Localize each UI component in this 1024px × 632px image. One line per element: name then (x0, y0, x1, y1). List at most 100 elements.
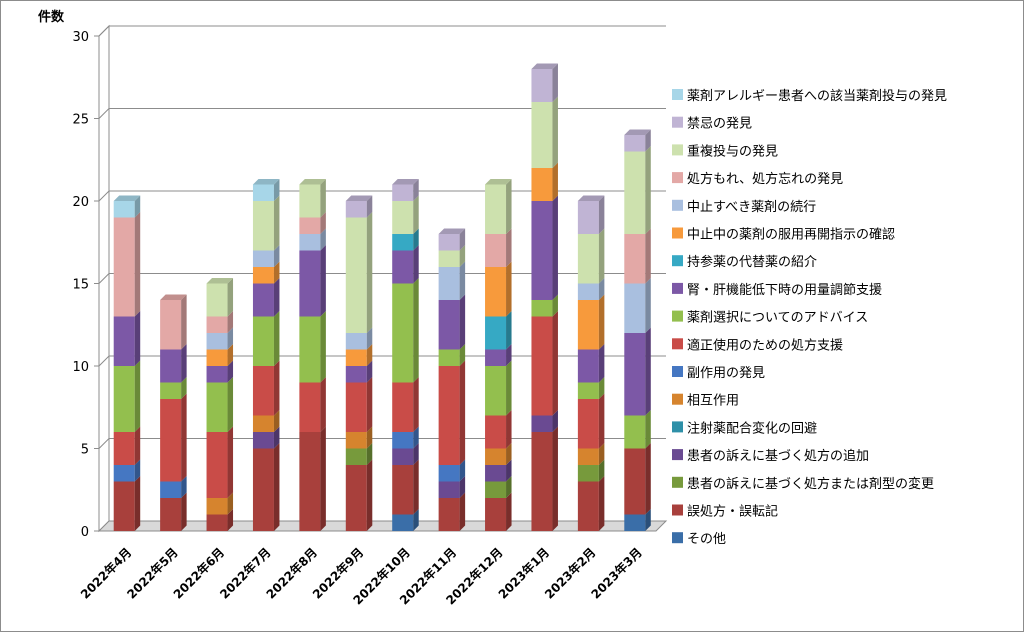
bar-front (206, 283, 228, 317)
bar-side (134, 360, 141, 432)
bar-front (113, 432, 135, 465)
bar-segment (206, 278, 234, 317)
legend-swatch (672, 255, 683, 267)
bar-side (645, 327, 651, 416)
bar-segment (392, 377, 419, 432)
legend-item: 腎・肝機能低下時の用量調節支援 (672, 282, 882, 298)
bar-side (598, 344, 605, 383)
gridline (98, 355, 666, 367)
legend-item: 注射薬配合変化の回避 (672, 420, 817, 436)
gridline (98, 438, 666, 449)
bar-side (320, 426, 326, 531)
y-tick-label: 20 (72, 195, 89, 210)
legend-label: 処方もれ、処方忘れの発見 (687, 171, 843, 187)
legend-swatch (672, 227, 683, 239)
legend-label: その他 (687, 532, 726, 547)
bar-front (438, 465, 460, 482)
bar-front (531, 300, 553, 317)
legend-swatch (672, 366, 683, 377)
legend-swatch (672, 476, 683, 488)
legend-label: 薬剤アレルギー患者への該当薬剤投与の発見 (687, 88, 947, 104)
bar-segment (113, 476, 141, 531)
bar-front (252, 283, 274, 317)
bar-front (299, 217, 321, 234)
gridlines (98, 25, 666, 449)
bar-front (438, 234, 460, 251)
bar-side (459, 360, 466, 465)
bar-side (320, 377, 326, 432)
bar-segment (345, 195, 373, 218)
bar-segment (252, 179, 280, 201)
bar-segment (577, 377, 605, 399)
bar-segment (299, 426, 326, 531)
bar-side (320, 212, 326, 234)
legend-item: 薬剤選択についてのアドバイス (672, 310, 868, 326)
bar-front (531, 316, 553, 416)
bar-front (160, 481, 182, 498)
bar-segment (577, 228, 605, 284)
bar-segment (252, 443, 280, 531)
bar-side (134, 311, 141, 366)
bar-stack (438, 228, 466, 531)
legend-item: 相互作用 (672, 393, 739, 409)
bar-segment (206, 327, 234, 350)
bar-side (366, 344, 373, 366)
bar-segment (206, 426, 234, 498)
y-tick-label: 5 (81, 443, 89, 458)
bar-front (113, 366, 135, 432)
bar-segment (624, 278, 651, 333)
bar-top (206, 278, 234, 284)
bar-front (577, 399, 599, 449)
bar-segment (252, 261, 280, 284)
bar-segment (345, 360, 373, 383)
bar-segment (113, 212, 141, 317)
bar-front (252, 432, 274, 449)
bar-side (273, 245, 280, 267)
bar-side (413, 245, 419, 284)
bar-front (577, 300, 599, 350)
bar-segment (113, 459, 141, 482)
legend-item: 禁忌の発見 (672, 116, 752, 132)
bar-front (113, 217, 135, 317)
bar-segment (624, 129, 651, 152)
bar-front (624, 415, 646, 449)
bar-segment (485, 459, 512, 482)
bar-segment (252, 410, 280, 432)
bar-side (366, 426, 373, 449)
bar-side (273, 443, 280, 531)
bar-side (366, 459, 373, 531)
bar-side (273, 360, 280, 416)
bar-side (273, 195, 280, 251)
bar-segment (438, 476, 466, 498)
bar-front (345, 448, 367, 465)
bar-front (206, 432, 228, 498)
bar-segment (485, 344, 512, 366)
bar-side (598, 476, 605, 531)
bar-segment (438, 360, 466, 465)
bar-front (392, 250, 414, 284)
bar-front (345, 201, 367, 218)
bar-side (506, 492, 512, 531)
bar-front (577, 201, 599, 234)
bar-side (413, 377, 419, 432)
legend-label: 中止中の薬剤の服用再開指示の確認 (687, 227, 895, 243)
bar-side (506, 179, 512, 234)
legend-label: 禁忌の発見 (687, 117, 752, 132)
bar-segment (392, 443, 419, 465)
gridline (98, 273, 666, 284)
bar-segment (113, 426, 141, 465)
bar-segment (160, 294, 187, 350)
bar-segment (531, 426, 558, 531)
bar-side (506, 311, 512, 350)
bar-segment (485, 261, 512, 317)
bar-segment (345, 212, 373, 333)
bar-segment (392, 459, 419, 515)
bar-side (598, 393, 605, 449)
bar-segment (531, 410, 558, 432)
bar-side (320, 228, 326, 251)
bar-front (438, 349, 460, 366)
bar-side (413, 426, 419, 449)
bar-segment (345, 327, 373, 350)
legend-item: その他 (672, 532, 726, 547)
